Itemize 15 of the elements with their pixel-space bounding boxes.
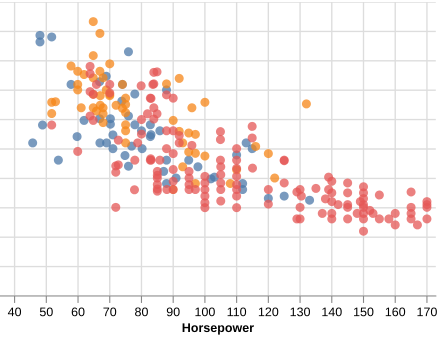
x-tick-label: 110 [228,307,246,316]
x-tick-label: 170 [417,307,437,316]
x-tick-label: 120 [258,307,278,316]
x-tick-label: 50 [40,307,53,316]
x-tick-label: 60 [72,307,84,316]
x-tick-label: 90 [166,307,180,316]
x-tick-label: 150 [354,307,374,316]
x-tick-label: 100 [195,307,215,316]
x-tick-label: 40 [8,307,22,316]
x-tick-label: 130 [290,307,310,316]
x-tick-label: 80 [135,307,148,316]
x-tick-label: 70 [103,307,116,316]
x-axis-title: Horsepower [182,323,254,335]
x-tick-label: 140 [322,307,342,316]
x-tick-label: 160 [386,307,406,316]
